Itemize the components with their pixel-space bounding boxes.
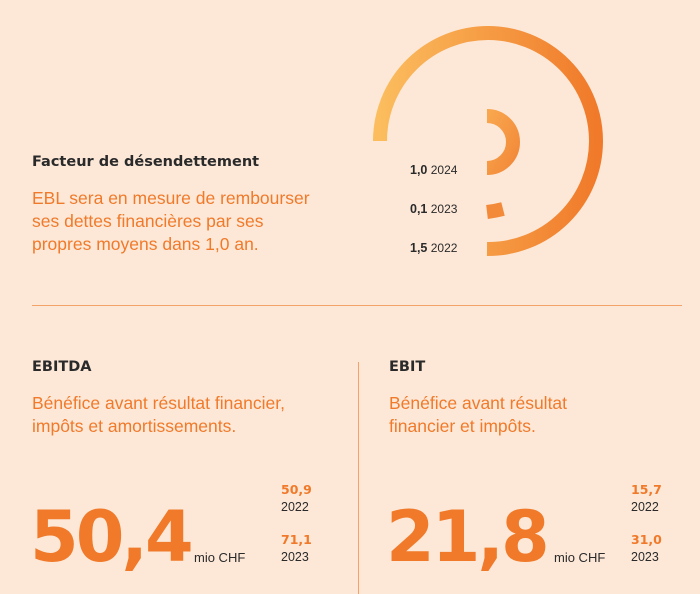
debt-factor-title: Facteur de désendettement	[32, 154, 260, 170]
arc-2023	[486, 202, 505, 219]
ebitda-value: 50,4	[30, 496, 194, 578]
ebit-comparison-2023: 31,0 2023	[631, 532, 662, 564]
ebit-value: 21,8	[386, 496, 550, 578]
debt-row-2023: 0,1 2023	[410, 202, 458, 216]
ebitda-comparison-2023: 71,1 2023	[281, 532, 312, 564]
debt-factor-description: EBL sera en mesure de rembourser ses det…	[32, 188, 310, 254]
debt-row-2024: 1,0 2024	[410, 163, 458, 177]
ebitda-description: Bénéfice avant résultat financier, impôt…	[32, 393, 285, 436]
arc-2024	[486, 109, 520, 175]
ebit-description: Bénéfice avant résultat financier et imp…	[389, 393, 568, 436]
ebitda-unit: mio CHF	[194, 550, 246, 565]
debt-factor-arc-chart	[373, 26, 603, 257]
ebitda-title: EBITDA	[32, 359, 92, 375]
column-divider	[358, 362, 359, 594]
ebitda-comparison-2022: 50,9 2022	[281, 482, 312, 514]
arc-2022	[373, 26, 603, 257]
ebit-unit: mio CHF	[554, 550, 606, 565]
ebit-comparison-2022: 15,7 2022	[631, 482, 662, 514]
section-divider	[32, 305, 682, 306]
ebit-title: EBIT	[389, 359, 426, 375]
debt-row-2022: 1,5 2022	[410, 241, 458, 255]
